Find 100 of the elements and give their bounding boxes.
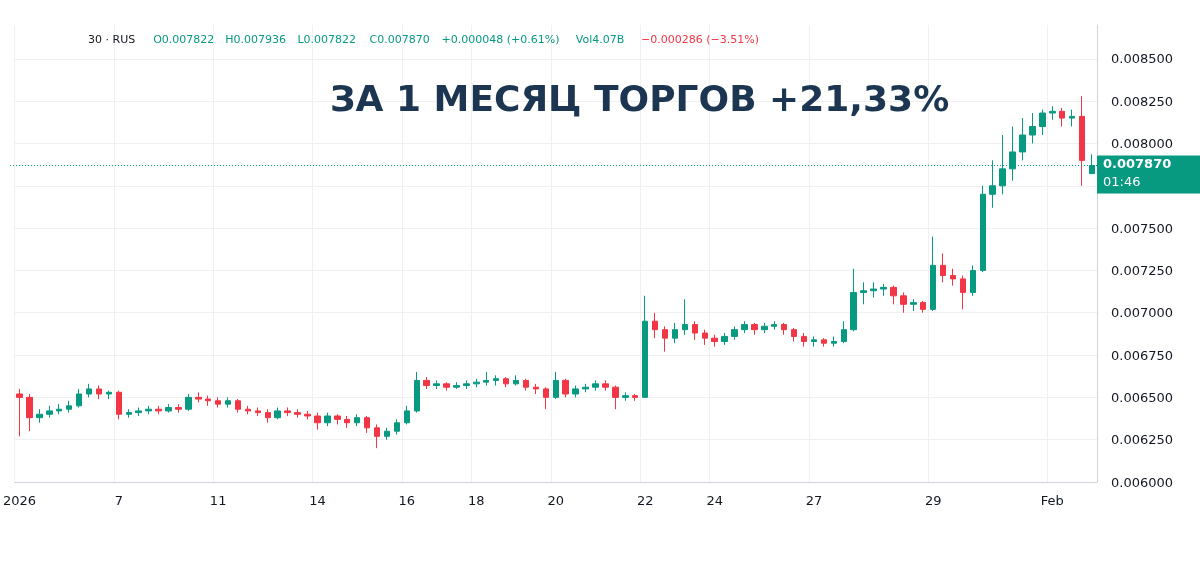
x-tick-label: 2026 [2,493,37,508]
x-tick-label: 29 [924,493,942,508]
candlestick [940,253,946,283]
candlestick [741,320,748,334]
candlestick [423,376,430,390]
candlestick [334,413,341,425]
annotation: −0.000286 (−3.51%) [641,33,759,46]
candlestick [503,376,509,388]
annotation: H0.007936 [225,33,287,46]
candlestick [215,396,221,409]
candlestick [314,412,321,431]
candlestick [592,379,599,392]
candlestick [811,335,817,348]
candlestick [1019,117,1026,161]
candlestick [652,312,658,339]
y-tick-label: 0.006500 [1111,389,1174,405]
candlestick [175,403,182,414]
candlestick [513,374,519,387]
candlestick [910,298,917,312]
candlestick [900,291,907,314]
candlestick [344,415,350,429]
candlestick [731,325,738,341]
x-tick-label: 16 [398,493,416,508]
candlestick [821,337,827,348]
candlestick [612,385,619,410]
candlestick [294,408,301,419]
candlestick [106,390,112,400]
candlestick [920,300,926,314]
candlestick [394,418,400,436]
candlestick [126,408,132,419]
candlestick [801,332,807,348]
candlestick [960,275,966,310]
x-tick-label: 24 [706,493,723,508]
candlestick [602,379,609,392]
candlestick [562,378,569,398]
candlestick [582,383,589,393]
candlestick [116,390,122,420]
candlestick [135,407,142,417]
candlestick [672,322,678,344]
candlestick [622,391,629,402]
candlestick [463,379,470,390]
candlestick [870,281,877,299]
candlestick [662,325,668,353]
annotation: +0.000048 (+0.61%) [441,33,560,46]
ref-line-label: 0.007870 [1103,156,1172,172]
x-tick-label: 18 [468,493,485,508]
candlestick [443,381,450,392]
candlestick [761,322,768,334]
candlestick [453,381,460,390]
candlestick [980,185,986,273]
candlestick [890,285,897,305]
y-tick-label: 0.006750 [1111,347,1174,363]
candlestick [523,378,529,392]
y-tick-label: 0.007000 [1111,305,1174,321]
y-tick-label: 0.008500 [1111,51,1174,67]
y-tick-label: 0.006000 [1111,474,1174,490]
candlestick [46,405,53,419]
candlestick [751,322,758,336]
candlestick [791,327,797,343]
candlestick [86,383,92,398]
candlestick [433,379,440,390]
candlestick [692,320,698,341]
candlestick [205,395,211,407]
candlestick [553,371,559,400]
x-tick-label: 14 [309,493,326,508]
annotation: Vol4.07B [575,33,625,46]
candlestick [76,388,82,409]
candlestick [185,393,192,412]
candlestick [1079,95,1085,187]
candlestick [850,268,857,332]
candlestick [404,405,410,425]
candlestick [324,412,331,427]
candlestick [26,393,33,432]
candlestick [56,403,62,415]
candlestick [711,334,718,348]
y-tick-label: 0.007500 [1111,220,1174,236]
candlestick [66,400,72,414]
x-tick-label: 20 [547,493,565,508]
x-tick-label: 11 [209,493,227,508]
y-tick-label: 0.006250 [1111,432,1174,448]
text: ЗА 1 МЕСЯЦ ТОРГОВ +21,33% [330,77,950,119]
x-tick-label: 22 [636,493,654,508]
candlestick [354,413,360,427]
candlestick [642,295,648,398]
candlestick [414,371,420,414]
candlestick [880,283,887,297]
candlestick [1029,112,1036,144]
candlestick [473,378,480,388]
candlestick [771,320,777,331]
candlestick [493,374,499,387]
annotation: O0.007822 [153,33,215,46]
candlestick [155,405,162,415]
candlestick [384,427,390,441]
candlestick [145,405,152,415]
x-tick-label: Feb [1040,493,1064,508]
candlestick [543,386,549,410]
y-tick-label: 0.008250 [1111,93,1174,109]
text: 01:46 [1103,174,1141,190]
y-tick-label: 0.007250 [1111,262,1174,278]
candlestick [374,423,380,449]
